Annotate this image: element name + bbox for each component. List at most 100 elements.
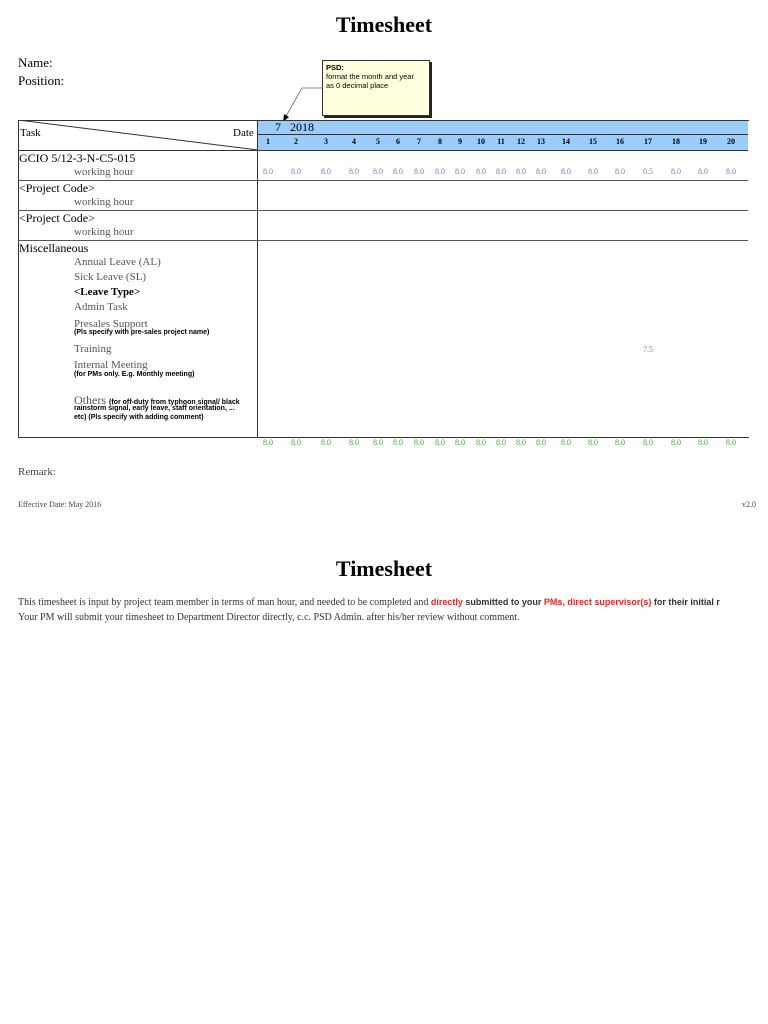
month-value[interactable]: 7 [275, 120, 281, 134]
total-cell: 8.0 [671, 438, 681, 447]
training-label: Training [74, 343, 112, 355]
total-cell: 8.0 [643, 438, 653, 447]
callout-arrow-icon [283, 87, 322, 122]
total-cell: 8.0 [373, 438, 383, 447]
total-cell: 8.0 [455, 438, 465, 447]
total-cell: 8.0 [476, 438, 486, 447]
day-header: 18 [672, 137, 680, 146]
hour-cell[interactable]: 8.0 [476, 167, 486, 176]
hour-cell[interactable]: 8.0 [414, 167, 424, 176]
project-code-2: <Project Code> [19, 211, 95, 225]
hour-cell[interactable]: 8.0 [263, 167, 273, 176]
total-cell: 8.0 [393, 438, 403, 447]
day-header: 8 [438, 137, 442, 146]
day-header: 1 [266, 137, 270, 146]
page2-title: Timesheet [335, 556, 433, 581]
sick-leave-label: Sick Leave (SL) [74, 271, 147, 283]
divider [258, 134, 748, 135]
hour-cell[interactable]: 8.0 [435, 167, 445, 176]
year-value[interactable]: 2018 [290, 120, 314, 134]
version-label: v2.0 [742, 500, 756, 509]
instr-text: for their initial r [651, 597, 720, 607]
misc-title: Miscellaneous [19, 241, 89, 255]
divider [257, 120, 258, 437]
effective-date: Effective Date: May 2016 [18, 500, 102, 509]
total-cell: 8.0 [414, 438, 424, 447]
date-header-label: Date [233, 127, 254, 139]
hour-cell[interactable]: 8.0 [698, 167, 708, 176]
hour-cell[interactable]: 8.0 [536, 167, 546, 176]
day-header: 6 [396, 137, 400, 146]
day-header: 3 [324, 137, 328, 146]
hour-cell[interactable]: 8.0 [496, 167, 506, 176]
others-note: (for off-duty from typhoon signal/ black [109, 399, 240, 406]
instructions-line-2: Your PM will submit your timesheet to De… [18, 612, 520, 623]
hour-cell[interactable]: 8.0 [373, 167, 383, 176]
page-title: Timesheet [335, 12, 433, 37]
others-note-2: rainstorm signal, early leave, staff ori… [74, 405, 235, 412]
presales-label: Presales Support [74, 318, 148, 330]
total-cell: 8.0 [726, 438, 736, 447]
hour-cell[interactable]: 8.0 [321, 167, 331, 176]
hour-cell[interactable]: 8.0 [393, 167, 403, 176]
working-hour-label: working hour [74, 196, 134, 208]
hour-cell[interactable]: 8.0 [588, 167, 598, 176]
internal-meeting-label: Internal Meeting [74, 359, 148, 371]
hour-cell[interactable]: 8.0 [561, 167, 571, 176]
others-note-3: etc) (Pls specify with adding comment) [74, 414, 204, 421]
day-header: 12 [517, 137, 525, 146]
instr-text: submitted to your [462, 597, 544, 607]
hour-cell[interactable]: 8.0 [291, 167, 301, 176]
instr-emphasis: PMs, direct supervisor(s) [543, 597, 652, 607]
total-cell: 8.0 [536, 438, 546, 447]
total-cell: 8.0 [435, 438, 445, 447]
hour-cell[interactable]: 8.0 [516, 167, 526, 176]
day-header: 7 [417, 137, 421, 146]
position-label: Position: [18, 73, 65, 88]
total-cell: 8.0 [615, 438, 625, 447]
hour-cell[interactable]: 8.0 [671, 167, 681, 176]
total-cell: 8.0 [349, 438, 359, 447]
timesheet-table [18, 120, 749, 438]
instr-text: This timesheet is input by project team … [18, 597, 431, 608]
instr-emphasis: directly [430, 597, 463, 607]
day-header: 11 [497, 137, 505, 146]
remark-label: Remark: [18, 466, 56, 478]
total-cell: 8.0 [561, 438, 571, 447]
hour-cell[interactable]: 8.0 [455, 167, 465, 176]
day-header: 10 [477, 137, 485, 146]
callout-line2: as 0 decimal place [326, 81, 389, 90]
day-header: 9 [458, 137, 462, 146]
hour-cell[interactable]: 8.0 [615, 167, 625, 176]
date-header [258, 120, 748, 150]
comment-callout: PSD: format the month and year as 0 deci… [322, 60, 430, 116]
day-header: 5 [376, 137, 380, 146]
leave-type-label: <Leave Type> [74, 286, 141, 298]
divider [18, 150, 748, 151]
callout-line1: format the month and year [326, 72, 414, 81]
divider [18, 210, 748, 211]
day-header: 2 [294, 137, 298, 146]
admin-task-label: Admin Task [74, 301, 128, 313]
day-header: 13 [537, 137, 545, 146]
day-header: 15 [589, 137, 597, 146]
training-value[interactable]: 7.5 [643, 345, 653, 354]
day-header: 16 [616, 137, 624, 146]
hour-cell[interactable]: 8.0 [349, 167, 359, 176]
hour-cell[interactable]: 8.0 [726, 167, 736, 176]
total-cell: 8.0 [321, 438, 331, 447]
instructions-line-1: This timesheet is input by project team … [18, 597, 720, 608]
hour-cell[interactable]: 0.5 [643, 167, 653, 176]
divider [18, 180, 748, 181]
others-text: Others [74, 393, 106, 407]
total-cell: 8.0 [516, 438, 526, 447]
working-hour-label: working hour [74, 226, 134, 238]
day-header: 17 [644, 137, 652, 146]
total-cell: 8.0 [263, 438, 273, 447]
divider [18, 240, 748, 241]
day-header: 14 [562, 137, 570, 146]
total-cell: 8.0 [496, 438, 506, 447]
day-header: 4 [352, 137, 356, 146]
task-header: Task [20, 127, 41, 139]
